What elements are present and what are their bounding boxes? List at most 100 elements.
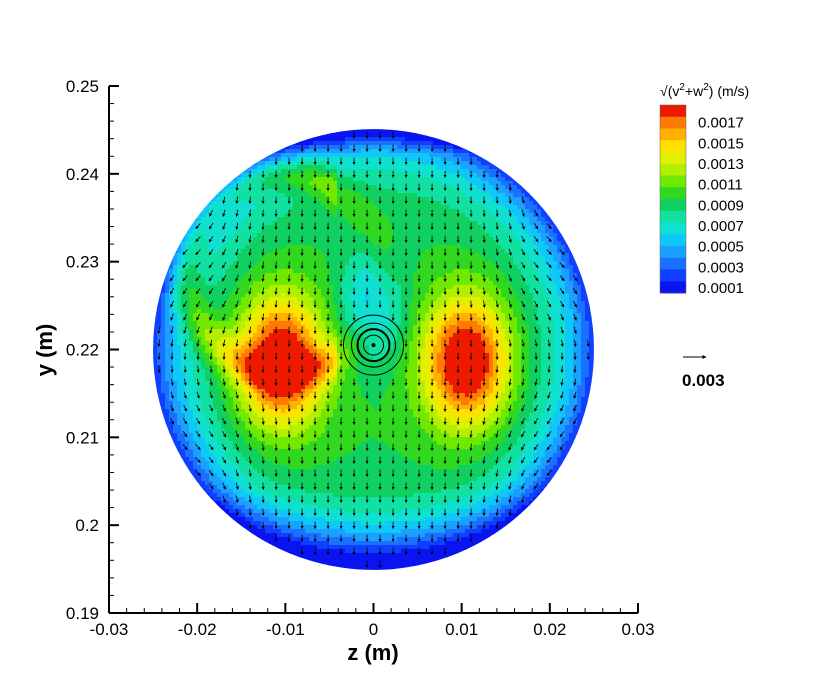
contour-cell: [445, 221, 450, 226]
contour-cell: [297, 293, 302, 298]
contour-cell: [385, 185, 390, 190]
contour-cell: [157, 305, 162, 310]
contour-cell: [245, 209, 250, 214]
contour-cell: [497, 221, 502, 226]
contour-cell: [253, 149, 258, 154]
contour-cell: [253, 249, 258, 254]
contour-cell: [245, 153, 250, 158]
contour-cell: [289, 269, 294, 274]
contour-cell: [513, 229, 518, 234]
contour-cell: [493, 193, 498, 198]
contour-cell: [353, 153, 358, 158]
contour-cell: [233, 133, 238, 138]
contour-cell: [261, 297, 266, 302]
contour-cell: [253, 225, 258, 230]
contour-cell: [153, 301, 158, 306]
contour-cell: [537, 257, 542, 262]
contour-cell: [189, 293, 194, 298]
contour-cell: [233, 213, 238, 218]
contour-cell: [321, 229, 326, 234]
contour-cell: [441, 289, 446, 294]
contour-cell: [169, 193, 174, 198]
contour-cell: [457, 213, 462, 218]
contour-cell: [293, 185, 298, 190]
contour-cell: [513, 217, 518, 222]
contour-cell: [217, 209, 222, 214]
contour-cell: [197, 205, 202, 210]
contour-cell: [537, 165, 542, 170]
contour-cell: [349, 201, 354, 206]
contour-cell: [449, 245, 454, 250]
contour-cell: [181, 181, 186, 186]
contour-cell: [501, 177, 506, 182]
contour-cell: [493, 281, 498, 286]
contour-cell: [333, 289, 338, 294]
contour-cell: [445, 273, 450, 278]
contour-cell: [229, 253, 234, 258]
contour-cell: [213, 269, 218, 274]
contour-cell: [185, 157, 190, 162]
contour-cell: [521, 229, 526, 234]
contour-cell: [529, 253, 534, 258]
contour-cell: [417, 189, 422, 194]
contour-cell: [429, 173, 434, 178]
contour-cell: [289, 193, 294, 198]
contour-cell: [429, 157, 434, 162]
contour-cell: [553, 213, 558, 218]
contour-cell: [253, 265, 258, 270]
contour-cell: [497, 213, 502, 218]
contour-cell: [217, 145, 222, 150]
contour-cell: [369, 229, 374, 234]
contour-cell: [593, 133, 594, 138]
contour-cell: [161, 161, 166, 166]
contour-cell: [489, 221, 494, 226]
contour-cell: [257, 213, 262, 218]
contour-cell: [321, 193, 326, 198]
contour-cell: [169, 293, 174, 298]
contour-cell: [569, 181, 574, 186]
contour-cell: [529, 173, 534, 178]
contour-cell: [513, 153, 518, 158]
contour-cell: [393, 129, 398, 134]
contour-cell: [265, 257, 270, 262]
contour-cell: [449, 221, 454, 226]
contour-cell: [173, 149, 178, 154]
contour-cell: [493, 261, 498, 266]
contour-cell: [345, 197, 350, 202]
contour-cell: [181, 173, 186, 178]
contour-cell: [305, 133, 310, 138]
contour-cell: [453, 277, 458, 282]
contour-cell: [485, 233, 490, 238]
contour-cell: [229, 157, 234, 162]
contour-cell: [265, 193, 270, 198]
contour-cell: [357, 161, 362, 166]
contour-cell: [561, 165, 566, 170]
contour-cell: [169, 169, 174, 174]
contour-cell: [481, 205, 486, 210]
contour-cell: [321, 169, 326, 174]
contour-cell: [173, 173, 178, 178]
contour-cell: [229, 237, 234, 242]
contour-cell: [377, 185, 382, 190]
contour-cell: [493, 221, 498, 226]
contour-cell: [425, 261, 430, 266]
contour-cell: [569, 141, 574, 146]
contour-cell: [221, 297, 226, 302]
contour-cell: [465, 165, 470, 170]
contour-cell: [437, 133, 442, 138]
contour-cell: [389, 209, 394, 214]
contour-cell: [477, 205, 482, 210]
contour-cell: [593, 193, 594, 198]
contour-cell: [385, 197, 390, 202]
contour-cell: [593, 233, 594, 238]
contour-cell: [305, 285, 310, 290]
contour-cell: [337, 285, 342, 290]
contour-cell: [293, 157, 298, 162]
contour-cell: [237, 305, 242, 310]
contour-cell: [325, 273, 330, 278]
contour-cell: [513, 189, 518, 194]
contour-cell: [277, 225, 282, 230]
contour-cell: [537, 177, 542, 182]
contour-cell: [169, 225, 174, 230]
contour-cell: [421, 269, 426, 274]
